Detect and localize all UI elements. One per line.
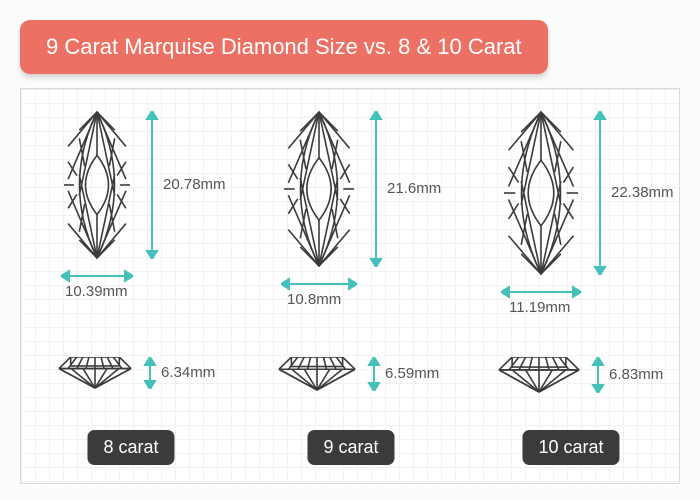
depth-label: 6.59mm: [385, 365, 439, 382]
carat-badge: 9 carat: [307, 430, 394, 465]
marquise-top-view: [61, 111, 133, 264]
depth-arrow: [367, 357, 381, 396]
height-label: 20.78mm: [163, 176, 226, 193]
height-label: 21.6mm: [387, 180, 441, 197]
height-arrow: [593, 111, 607, 280]
carat-badge: 8 carat: [87, 430, 174, 465]
carat-badge: 10 carat: [522, 430, 619, 465]
diamond-side-view: [277, 357, 357, 396]
height-arrow: [369, 111, 383, 272]
marquise-top-view: [281, 111, 357, 272]
marquise-top-view: [501, 111, 581, 280]
depth-arrow: [591, 357, 605, 398]
height-arrow: [145, 111, 159, 264]
width-label: 11.19mm: [509, 299, 570, 316]
diamond-side-view: [57, 357, 133, 394]
diamond-side-view: [497, 357, 581, 398]
width-label: 10.8mm: [287, 291, 341, 308]
width-label: 10.39mm: [65, 283, 128, 300]
depth-arrow: [143, 357, 157, 394]
depth-label: 6.34mm: [161, 364, 215, 381]
diamond-column-2: 21.6mm 10.8mm 6.59mm 9 carat: [241, 89, 461, 483]
diamond-column-3: 22.38mm 11.19mm 6.83mm 10 carat: [461, 89, 681, 483]
page-title: 9 Carat Marquise Diamond Size vs. 8 & 10…: [20, 20, 548, 74]
diamond-column-1: 20.78mm 10.39mm 6.34mm 8 carat: [21, 89, 241, 483]
depth-label: 6.83mm: [609, 366, 663, 383]
comparison-panel: 20.78mm 10.39mm 6.34mm 8 carat 21.6mm 10.…: [20, 88, 680, 484]
height-label: 22.38mm: [611, 184, 674, 201]
